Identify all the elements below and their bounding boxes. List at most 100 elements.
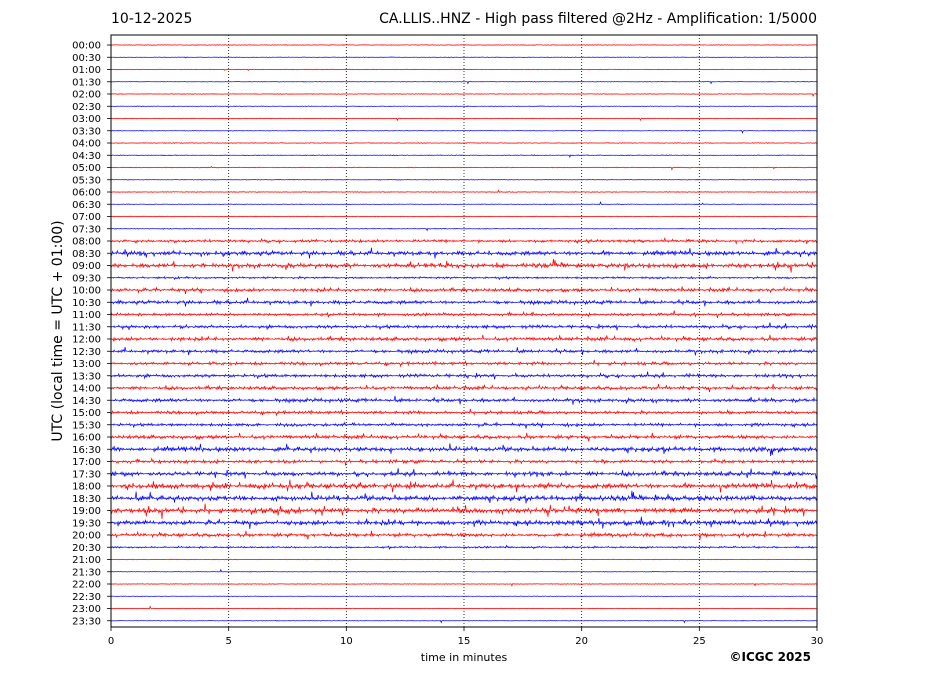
row-time-label: 15:00 bbox=[72, 408, 101, 419]
seismic-trace bbox=[110, 558, 818, 561]
y-axis-label: UTC (local time = UTC + 01:00) bbox=[50, 220, 66, 442]
row-time-label: 13:00 bbox=[72, 359, 101, 370]
seismic-trace bbox=[110, 285, 818, 295]
seismic-trace bbox=[110, 68, 818, 72]
row-time-label: 10:00 bbox=[72, 286, 101, 297]
x-tick-label: 10 bbox=[340, 636, 353, 647]
seismic-trace bbox=[110, 468, 818, 479]
row-time-label: 14:00 bbox=[72, 384, 101, 395]
seismic-trace bbox=[110, 237, 818, 245]
seismic-trace bbox=[110, 322, 818, 331]
row-time-label: 08:30 bbox=[72, 249, 101, 260]
seismic-trace bbox=[110, 408, 818, 417]
seismic-trace bbox=[110, 443, 818, 456]
row-time-label: 13:30 bbox=[72, 371, 101, 382]
seismic-trace bbox=[110, 421, 818, 429]
seismic-trace bbox=[110, 201, 818, 206]
row-time-label: 09:00 bbox=[72, 261, 101, 272]
seismic-trace bbox=[110, 275, 818, 281]
x-tick-label: 5 bbox=[225, 636, 231, 647]
row-time-label: 23:30 bbox=[72, 616, 101, 627]
seismic-trace bbox=[110, 605, 818, 610]
row-time-label: 12:00 bbox=[72, 335, 101, 346]
x-tick-label: 15 bbox=[458, 636, 471, 647]
seismic-trace bbox=[110, 117, 818, 122]
row-time-label: 01:30 bbox=[72, 77, 101, 88]
seismic-trace bbox=[110, 297, 818, 307]
seismic-trace bbox=[110, 347, 818, 356]
row-time-label: 03:00 bbox=[72, 114, 101, 125]
row-time-label: 20:00 bbox=[72, 531, 101, 542]
row-time-label: 06:00 bbox=[72, 188, 101, 199]
row-time-label: 04:30 bbox=[72, 151, 101, 162]
seismic-trace bbox=[110, 310, 818, 318]
row-time-label: 12:30 bbox=[72, 347, 101, 358]
row-time-label: 06:30 bbox=[72, 200, 101, 211]
row-time-label: 01:00 bbox=[72, 65, 101, 76]
seismic-trace bbox=[110, 516, 818, 530]
seismic-trace bbox=[110, 142, 818, 144]
seismic-trace bbox=[110, 619, 818, 624]
row-time-label: 04:00 bbox=[72, 139, 101, 150]
row-time-label: 07:30 bbox=[72, 224, 101, 235]
row-time-label: 18:30 bbox=[72, 494, 101, 505]
row-time-label: 11:30 bbox=[72, 322, 101, 333]
chart-title: CA.LLIS..HNZ - High pass filtered @2Hz -… bbox=[379, 11, 817, 27]
seismic-trace bbox=[110, 227, 818, 232]
seismic-trace bbox=[110, 479, 818, 493]
x-tick-label: 25 bbox=[693, 636, 706, 647]
seismic-trace bbox=[110, 258, 818, 273]
seismic-trace bbox=[110, 432, 818, 442]
row-time-label: 02:30 bbox=[72, 102, 101, 113]
row-time-label: 02:00 bbox=[72, 90, 101, 101]
seismic-trace bbox=[110, 334, 818, 343]
row-time-label: 00:30 bbox=[72, 53, 101, 64]
seismic-trace bbox=[110, 568, 818, 573]
seismic-trace bbox=[110, 530, 818, 540]
seismic-trace bbox=[110, 56, 818, 59]
row-time-label: 16:00 bbox=[72, 433, 101, 444]
row-time-label: 19:30 bbox=[72, 518, 101, 529]
row-time-label: 21:30 bbox=[72, 567, 101, 578]
seismic-trace bbox=[110, 457, 818, 466]
row-time-label: 00:00 bbox=[72, 41, 101, 52]
x-tick-label: 30 bbox=[811, 636, 824, 647]
row-time-label: 05:00 bbox=[72, 163, 101, 174]
row-time-label: 21:00 bbox=[72, 555, 101, 566]
seismic-trace bbox=[110, 544, 818, 550]
row-time-label: 18:00 bbox=[72, 482, 101, 493]
row-time-label: 07:00 bbox=[72, 212, 101, 223]
seismic-trace bbox=[110, 371, 818, 380]
row-time-label: 22:00 bbox=[72, 580, 101, 591]
seismic-trace bbox=[110, 93, 818, 98]
row-time-label: 22:30 bbox=[72, 592, 101, 603]
seismic-trace bbox=[110, 583, 818, 587]
row-time-label: 11:00 bbox=[72, 310, 101, 321]
seismic-trace bbox=[110, 165, 818, 171]
row-time-label: 17:00 bbox=[72, 457, 101, 468]
seismic-trace bbox=[110, 395, 818, 405]
row-time-label: 23:00 bbox=[72, 604, 101, 615]
row-time-label: 15:30 bbox=[72, 420, 101, 431]
x-tick-label: 0 bbox=[108, 636, 114, 647]
row-time-label: 08:00 bbox=[72, 237, 101, 248]
x-axis-label: time in minutes bbox=[420, 651, 508, 664]
seismic-trace bbox=[110, 154, 818, 158]
row-time-label: 10:30 bbox=[72, 298, 101, 309]
row-time-label: 20:30 bbox=[72, 543, 101, 554]
row-time-label: 03:30 bbox=[72, 126, 101, 137]
seismic-trace bbox=[110, 80, 818, 85]
row-time-label: 19:00 bbox=[72, 506, 101, 517]
row-time-label: 17:30 bbox=[72, 469, 101, 480]
seismic-trace bbox=[110, 44, 818, 46]
row-time-label: 05:30 bbox=[72, 175, 101, 186]
seismic-trace bbox=[110, 215, 818, 218]
seismic-trace bbox=[110, 189, 818, 193]
seismic-trace bbox=[110, 359, 818, 368]
seismic-trace bbox=[110, 105, 818, 108]
seismic-trace bbox=[110, 178, 818, 181]
seismic-trace bbox=[110, 129, 818, 134]
seismic-trace bbox=[110, 503, 818, 519]
seismic-trace bbox=[110, 490, 818, 504]
row-time-label: 14:30 bbox=[72, 396, 101, 407]
